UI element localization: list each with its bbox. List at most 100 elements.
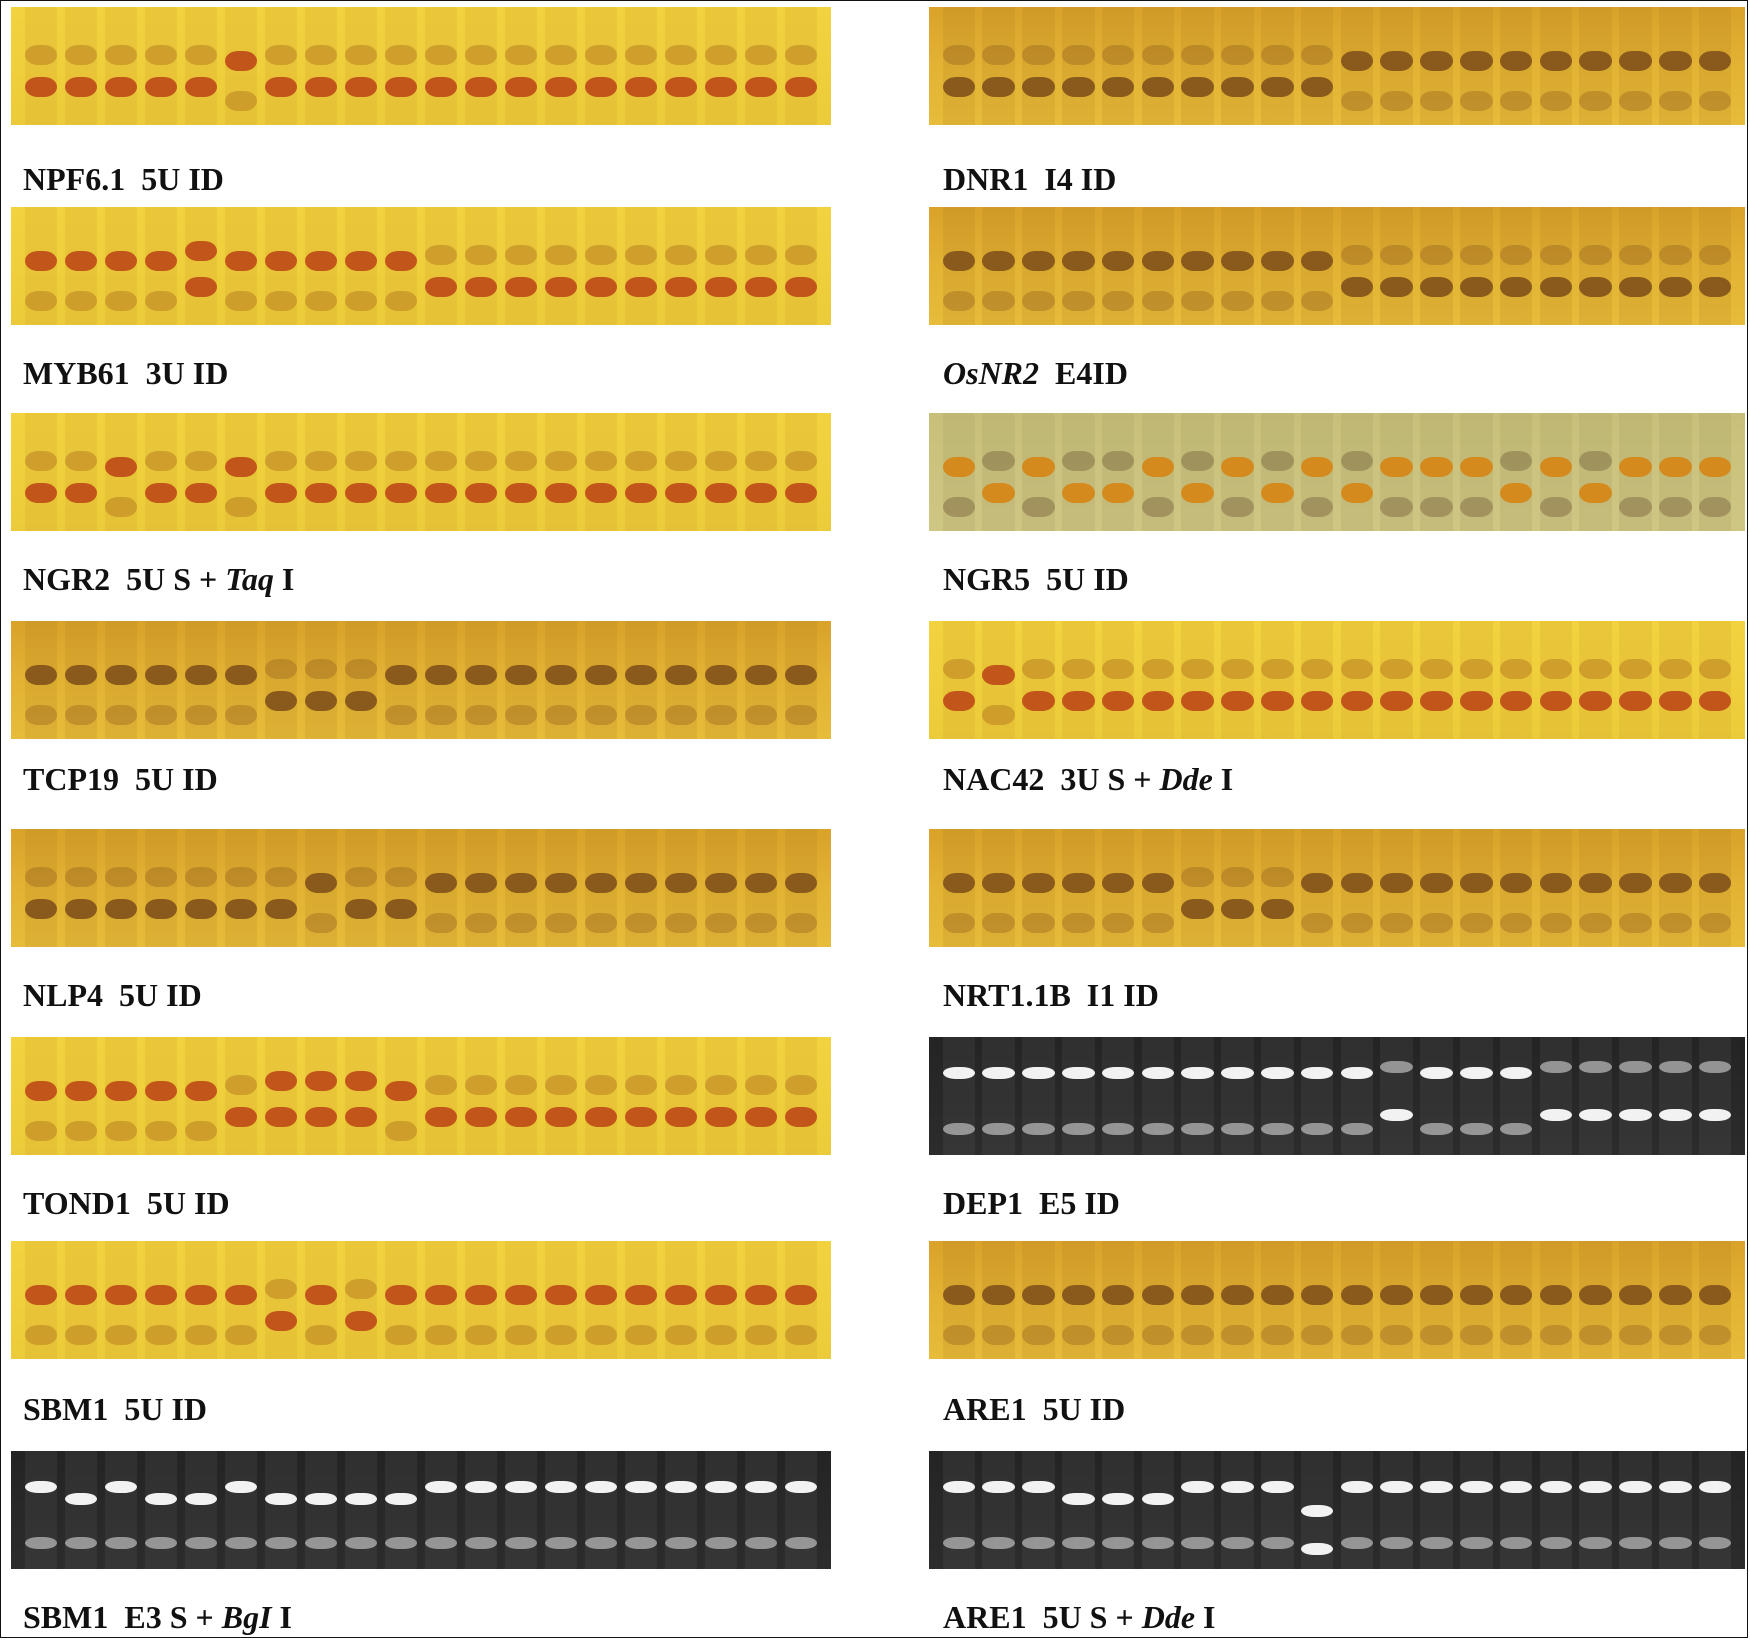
caption-are1b: ARE1 5U S + Dde I xyxy=(943,1601,1215,1633)
gel-band xyxy=(1459,457,1493,477)
gel-band xyxy=(784,77,818,97)
gel-band xyxy=(264,251,298,271)
gel-band xyxy=(504,483,538,503)
gel-band xyxy=(1340,1325,1374,1345)
gel-band xyxy=(1061,451,1095,471)
gel-band xyxy=(304,1493,338,1505)
gel-lane xyxy=(704,207,738,325)
gel-band xyxy=(982,705,1015,725)
caption-segment: NAC42 3U S + xyxy=(943,761,1160,797)
gel-band xyxy=(744,1481,778,1493)
gel-band xyxy=(384,1537,418,1549)
gel-band xyxy=(344,691,378,711)
gel-band xyxy=(184,1081,218,1101)
gel-band xyxy=(1499,1537,1533,1549)
gel-band xyxy=(784,451,818,471)
gel-band xyxy=(104,497,138,517)
gel-band xyxy=(1061,1493,1095,1505)
gel-lane xyxy=(1658,207,1692,325)
gel-band xyxy=(424,1075,458,1095)
gel-band xyxy=(144,291,178,311)
gel-band xyxy=(1619,1285,1652,1305)
gel-lane xyxy=(1181,1451,1214,1569)
gel-band xyxy=(1420,1537,1453,1549)
gel-lane xyxy=(544,1451,578,1569)
gel-band xyxy=(1658,1285,1692,1305)
gel-band xyxy=(664,1325,698,1345)
gel-lane xyxy=(704,7,738,125)
gel-band xyxy=(1221,1537,1254,1549)
gel-band xyxy=(264,1279,298,1299)
gel-band xyxy=(704,277,738,297)
gel-lane xyxy=(1698,207,1732,325)
gel-band xyxy=(1061,659,1095,679)
gel-band xyxy=(982,1123,1015,1135)
gel-band xyxy=(624,451,658,471)
gel-band xyxy=(784,483,818,503)
gel-band xyxy=(344,1071,378,1091)
gel-band xyxy=(24,291,58,311)
gel-band xyxy=(1300,1067,1334,1079)
gel-lane xyxy=(1380,621,1413,739)
caption-segment: I xyxy=(273,561,295,597)
gel-band xyxy=(464,1285,498,1305)
gel-band xyxy=(664,483,698,503)
gel-band xyxy=(624,1107,658,1127)
gel-band xyxy=(1658,659,1692,679)
gel-band xyxy=(1340,51,1374,71)
gel-band xyxy=(1658,51,1692,71)
gel-band xyxy=(424,1481,458,1493)
gel-band xyxy=(1221,659,1254,679)
gel-band xyxy=(704,1325,738,1345)
gel-band xyxy=(704,1107,738,1127)
gel-band xyxy=(1499,873,1533,893)
gel-band xyxy=(1619,497,1652,517)
gel-lane xyxy=(1300,7,1334,125)
gel-band xyxy=(664,1075,698,1095)
gel-band xyxy=(504,1107,538,1127)
gel-lane xyxy=(1459,1451,1493,1569)
gel-band xyxy=(1022,45,1055,65)
gel-lane xyxy=(504,1037,538,1155)
gel-band xyxy=(1619,91,1652,111)
gel-band xyxy=(1380,497,1413,517)
gel-lane xyxy=(704,413,738,531)
gel-band xyxy=(1300,1285,1334,1305)
gel-band xyxy=(1340,1481,1374,1493)
gel-band xyxy=(1698,1537,1732,1549)
gel-band xyxy=(942,77,976,97)
gel-lane xyxy=(1061,1451,1095,1569)
gel-lane xyxy=(64,413,98,531)
gel-band xyxy=(24,1121,58,1141)
gel-band xyxy=(1141,659,1175,679)
gel-band xyxy=(384,483,418,503)
gel-band xyxy=(942,1481,976,1493)
gel-image-sbm1b xyxy=(11,1451,831,1569)
gel-lane xyxy=(264,413,298,531)
gel-band xyxy=(304,873,338,893)
gel-lane xyxy=(1499,413,1533,531)
gel-lane xyxy=(384,413,418,531)
gel-band xyxy=(104,251,138,271)
gel-band xyxy=(1420,457,1453,477)
gel-band xyxy=(144,1121,178,1141)
gel-band xyxy=(1579,1109,1612,1121)
gel-band xyxy=(504,1325,538,1345)
gel-lane xyxy=(1340,413,1374,531)
gel-band xyxy=(64,291,98,311)
gel-lane xyxy=(624,207,658,325)
gel-band xyxy=(544,1325,578,1345)
gel-band xyxy=(304,1325,338,1345)
gel-band xyxy=(64,1081,98,1101)
gel-band xyxy=(184,665,218,685)
gel-lane xyxy=(424,7,458,125)
gel-lane xyxy=(104,7,138,125)
gel-band xyxy=(224,91,258,111)
gel-band xyxy=(1459,277,1493,297)
gel-lane xyxy=(584,413,618,531)
gel-band xyxy=(264,691,298,711)
gel-lane xyxy=(1221,621,1254,739)
caption-segment: Taq xyxy=(225,561,274,597)
gel-band xyxy=(504,451,538,471)
gel-lane xyxy=(1181,621,1214,739)
